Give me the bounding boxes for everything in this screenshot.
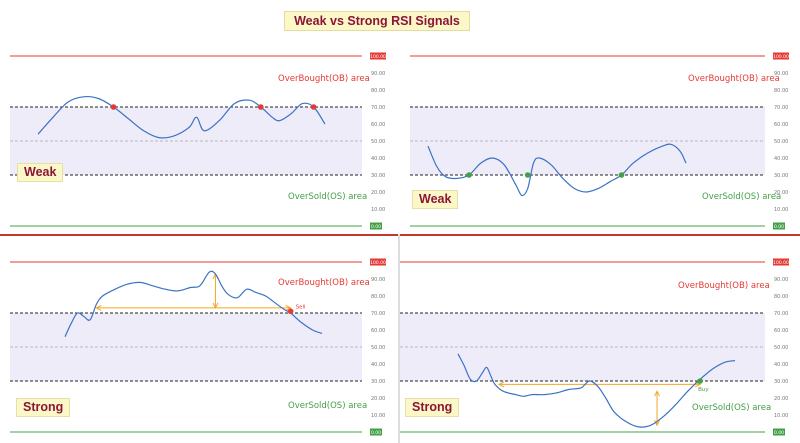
page-title: Weak vs Strong RSI Signals xyxy=(284,11,470,31)
arrow-head-up xyxy=(654,390,660,397)
arrow-head-down xyxy=(212,302,219,310)
chart-panel-strong-overbought: 90.00 80.00 70.00 60.00 50.00 40.00 30.00 20.00… xyxy=(10,258,386,436)
top-value-box xyxy=(370,258,386,266)
y-tick-label: 70.00 xyxy=(774,105,788,111)
top-value-label: 100.00 xyxy=(370,54,386,60)
y-tick-label: 80.00 xyxy=(371,88,385,94)
y-tick-label: 60.00 xyxy=(371,122,385,128)
chart-panel-weak-overbought: 90.00 80.00 70.00 60.00 50.00 40.00 30.00 20.00… xyxy=(10,52,386,230)
y-tick-label: 80.00 xyxy=(371,294,385,300)
arrow-head-right xyxy=(285,304,292,311)
y-tick-label: 30.00 xyxy=(774,173,788,179)
horizontal-divider xyxy=(0,234,800,236)
y-tick-label: 80.00 xyxy=(774,88,788,94)
y-tick-label: 70.00 xyxy=(371,105,385,111)
top-value-label: 100.00 xyxy=(773,260,789,266)
y-tick-label: 40.00 xyxy=(774,362,788,368)
y-tick-label: 10.00 xyxy=(371,413,385,419)
top-value-box xyxy=(370,52,386,60)
y-tick-label: 10.00 xyxy=(371,207,385,213)
bottom-value-label: 0.00 xyxy=(774,430,784,436)
sell-signal-point xyxy=(110,104,117,110)
y-tick-label: 50.00 xyxy=(371,139,385,145)
overbought-area-label: OverBought(OB) area xyxy=(678,281,770,291)
buy-signal-point xyxy=(466,172,472,178)
top-value-box xyxy=(773,52,789,60)
badge-weak-top-right: Weak xyxy=(412,190,459,209)
badge-weak-top-left: Weak xyxy=(17,163,64,182)
y-tick-label: 60.00 xyxy=(774,328,788,334)
sell-signal-point xyxy=(258,104,264,110)
y-tick-label: 50.00 xyxy=(774,345,788,351)
overbought-area-label: OverBought(OB) area xyxy=(688,74,780,84)
y-tick-label: 50.00 xyxy=(774,139,788,145)
y-tick-label: 40.00 xyxy=(774,156,788,162)
y-tick-label: 50.00 xyxy=(371,345,385,351)
bottom-value-box xyxy=(370,428,382,436)
sell-signal-point xyxy=(287,308,294,315)
top-value-label: 100.00 xyxy=(773,54,789,60)
overbought-area-label: OverBought(OB) area xyxy=(278,74,370,84)
sell-signal-point xyxy=(310,104,317,110)
oversold-area-label: OverSold(OS) area xyxy=(288,192,367,202)
top-value-label: 100.00 xyxy=(370,260,386,266)
y-tick-label: 20.00 xyxy=(774,396,788,402)
y-tick-label: 90.00 xyxy=(371,277,385,283)
bottom-value-box xyxy=(773,222,785,230)
y-tick-label: 90.00 xyxy=(371,71,385,77)
bottom-value-box xyxy=(370,222,382,230)
y-tick-label: 20.00 xyxy=(371,190,385,196)
badge-strong-bottom-left: Strong xyxy=(16,398,71,417)
bottom-value-label: 0.00 xyxy=(371,224,381,230)
y-tick-label: 10.00 xyxy=(774,207,788,213)
y-tick-label: 60.00 xyxy=(371,328,385,334)
y-tick-label: 90.00 xyxy=(774,71,788,77)
chart-panel-strong-oversold: 90.00 80.00 70.00 60.00 50.00 40.00 30.00 20.00… xyxy=(400,258,789,436)
vertical-divider xyxy=(398,234,400,443)
y-tick-label: 30.00 xyxy=(371,379,385,385)
arrow-head-left xyxy=(95,304,102,311)
top-value-box xyxy=(773,258,789,266)
chart-panel-weak-oversold: 90.00 80.00 70.00 60.00 50.00 40.00 30.00 20.00… xyxy=(410,52,789,230)
arrow-head-left xyxy=(497,381,505,388)
sell-signal-label: Sell xyxy=(296,304,306,310)
buy-signal-point xyxy=(618,172,625,178)
y-tick-label: 90.00 xyxy=(774,277,788,283)
y-tick-label: 70.00 xyxy=(371,311,385,317)
oversold-area-label: OverSold(OS) area xyxy=(692,403,771,413)
rsi-line xyxy=(37,95,326,139)
y-tick-label: 20.00 xyxy=(371,396,385,402)
bottom-value-label: 0.00 xyxy=(774,224,784,230)
overbought-area-label: OverBought(OB) area xyxy=(278,278,370,288)
arrow-head-down xyxy=(654,419,660,427)
buy-signal-label: Buy xyxy=(698,387,709,393)
y-tick-label: 30.00 xyxy=(774,379,788,385)
bottom-value-label: 0.00 xyxy=(371,430,381,436)
y-tick-label: 70.00 xyxy=(774,311,788,317)
oversold-area-label: OverSold(OS) area xyxy=(288,401,367,411)
rsi-line xyxy=(457,353,736,428)
bottom-value-box xyxy=(773,428,785,436)
oversold-area-label: OverSold(OS) area xyxy=(702,192,781,202)
y-tick-label: 30.00 xyxy=(371,173,385,179)
rsi-line xyxy=(64,270,323,338)
y-tick-label: 40.00 xyxy=(371,156,385,162)
y-tick-label: 60.00 xyxy=(774,122,788,128)
y-tick-label: 80.00 xyxy=(774,294,788,300)
y-tick-label: 10.00 xyxy=(774,413,788,419)
buy-signal-point xyxy=(697,378,703,384)
badge-strong-bottom-right: Strong xyxy=(405,398,460,417)
y-tick-label: 20.00 xyxy=(774,190,788,196)
buy-signal-point xyxy=(524,172,531,178)
y-tick-label: 40.00 xyxy=(371,362,385,368)
